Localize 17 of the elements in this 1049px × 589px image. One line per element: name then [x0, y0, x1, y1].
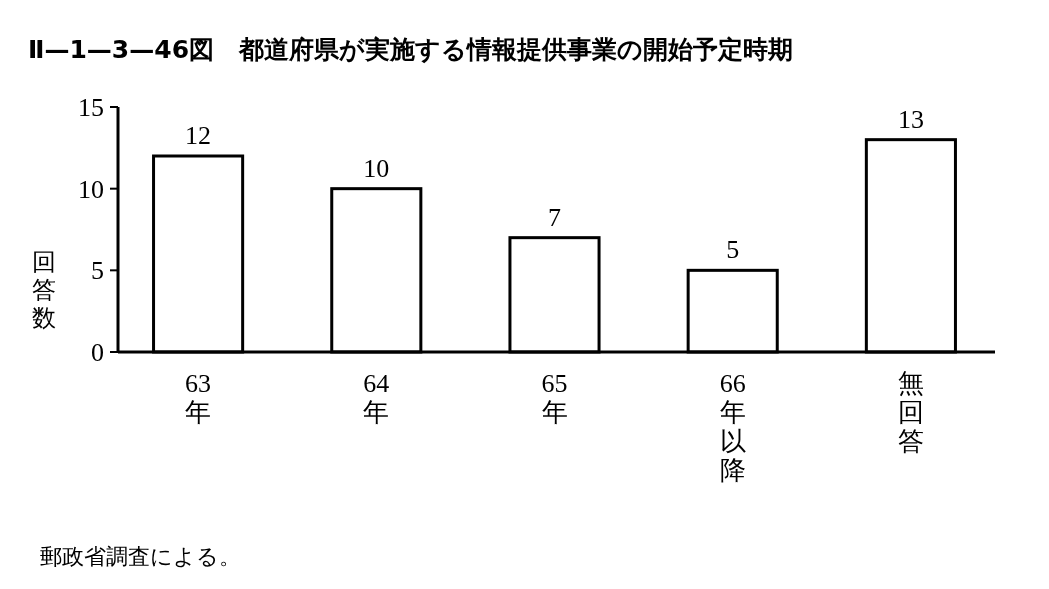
y-tick-label: 0 — [91, 338, 104, 368]
x-tick-label: 65年 — [541, 369, 568, 427]
data-label: 5 — [726, 235, 740, 265]
text: 郵政省調査による。 — [40, 544, 241, 569]
chart-title: Ⅱ—1—3—46図 都道府県が実施する情報提供事業の開始予定時期 — [28, 35, 794, 64]
x-tick-label: 63年 — [185, 369, 212, 427]
data-label: 13 — [897, 104, 924, 134]
x-tick-label: 64年 — [363, 369, 390, 427]
data-label: 12 — [185, 121, 212, 150]
y-tick-label: 10 — [78, 174, 104, 204]
y-tick-label: 15 — [78, 93, 104, 123]
y-axis-title: 回答数 — [32, 248, 56, 332]
data-label: 10 — [363, 153, 390, 183]
y-tick-label: 5 — [91, 256, 104, 286]
x-tick-label: 無回答 — [897, 368, 924, 456]
x-tick-label: 66年以降 — [719, 369, 746, 485]
data-label: 7 — [548, 202, 561, 232]
